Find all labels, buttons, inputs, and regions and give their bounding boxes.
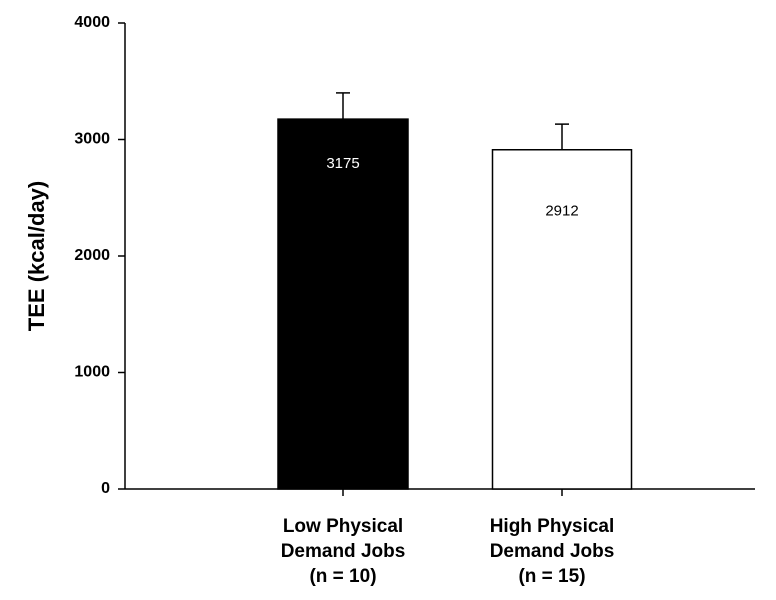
value-label: 2912 <box>545 203 578 220</box>
y-tick-label: 1000 <box>74 364 110 381</box>
x-tick-label: (n = 15) <box>518 566 585 587</box>
bar <box>491 149 633 490</box>
y-tick-label: 2000 <box>74 247 110 264</box>
x-tick-label: Demand Jobs <box>281 541 406 562</box>
x-tick-label: (n = 10) <box>309 566 376 587</box>
y-tick-label: 4000 <box>74 14 110 31</box>
y-tick-label: 0 <box>101 480 110 497</box>
x-tick-label: Low Physical <box>283 516 403 537</box>
y-tick-label: 3000 <box>74 131 110 148</box>
value-label: 3175 <box>326 155 359 172</box>
x-tick-label: High Physical <box>490 516 615 537</box>
bar <box>277 118 409 490</box>
x-tick-label: Demand Jobs <box>490 541 615 562</box>
y-axis-label: TEE (kcal/day) <box>24 181 49 331</box>
